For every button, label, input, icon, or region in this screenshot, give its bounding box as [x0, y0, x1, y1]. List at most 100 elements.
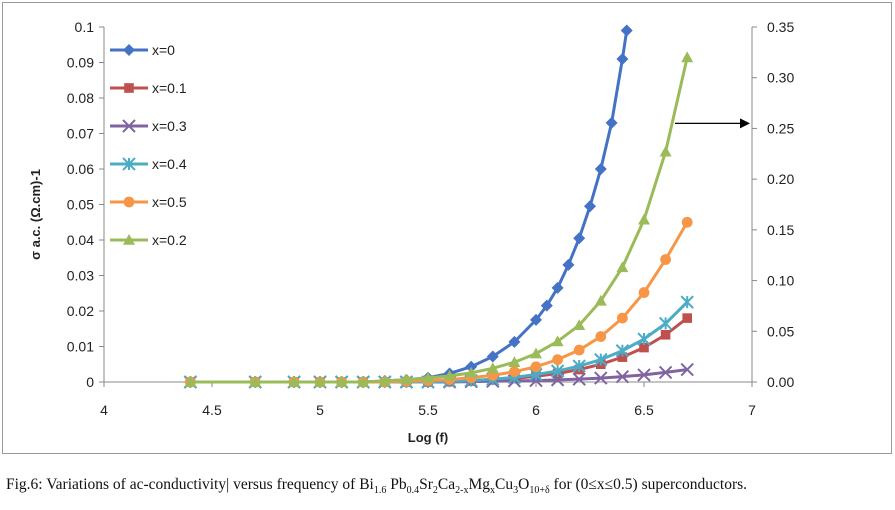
y-axis-title: σ a.c. (Ω.cm)-1	[28, 169, 43, 260]
series-x-0-2	[184, 51, 694, 387]
data-point	[573, 344, 585, 356]
data-point	[680, 362, 694, 377]
legend: x=0 x=0.1 x=0.3 x=0.4 x=0.5 x=0.2	[110, 42, 187, 248]
y-tick-label: 0.02	[67, 303, 94, 319]
y-tick-label: 0.05	[67, 197, 94, 213]
series-x-0-5	[185, 216, 693, 388]
data-point	[123, 44, 135, 56]
data-point	[530, 313, 542, 326]
y2-tick-label: 0.35	[767, 19, 794, 35]
data-point	[681, 51, 694, 63]
data-point	[443, 369, 456, 381]
caption-text: Fig.6: Variations of ac-conductivity| ve…	[6, 476, 374, 493]
data-point	[605, 116, 618, 129]
data-point	[122, 157, 136, 171]
x-tick-label: 5	[316, 402, 324, 418]
data-point	[660, 254, 671, 265]
data-point	[682, 313, 692, 323]
data-point	[124, 83, 134, 93]
y-tick-label: 0.06	[67, 161, 94, 177]
x-tick-label: 4	[100, 402, 108, 418]
data-point	[638, 213, 650, 225]
data-point	[551, 335, 564, 347]
data-point	[681, 216, 693, 228]
y-tick-label: 0.04	[67, 232, 94, 248]
data-point	[615, 369, 630, 384]
caption-text: Mg	[468, 476, 491, 493]
data-point	[508, 335, 521, 348]
y-tick-label: 0.03	[67, 268, 94, 284]
legend-label: x=0.4	[152, 156, 187, 172]
data-point	[594, 294, 607, 306]
data-point	[562, 258, 575, 271]
x-axis-title: Log (f)	[408, 430, 448, 445]
series-line	[190, 221, 689, 384]
x-tick-label: 7	[748, 402, 756, 418]
data-point	[123, 196, 135, 208]
data-point	[509, 366, 520, 378]
data-point	[637, 332, 651, 346]
caption-subscript: 0.4	[406, 485, 420, 497]
data-point	[551, 281, 564, 294]
data-point	[680, 295, 694, 309]
x-tick-label: 6.5	[634, 402, 654, 418]
y-tick-label: 0	[86, 374, 94, 390]
series-x-0	[184, 24, 633, 388]
data-point	[422, 371, 434, 383]
data-point	[594, 352, 608, 367]
data-point	[572, 359, 586, 373]
data-point	[508, 356, 521, 368]
data-point	[584, 200, 596, 213]
data-point	[530, 361, 542, 373]
data-point	[573, 319, 586, 330]
caption-text: Ca	[437, 476, 456, 493]
data-point	[616, 52, 629, 65]
caption-subscript: 2-x	[455, 485, 469, 497]
data-point	[530, 347, 542, 359]
data-point	[638, 287, 650, 298]
legend-label: x=0.5	[152, 194, 187, 210]
data-point	[617, 312, 628, 324]
data-point	[616, 261, 629, 273]
y-tick-label: 0.01	[67, 339, 94, 355]
series-line	[190, 301, 689, 384]
data-point	[486, 350, 499, 363]
data-point	[660, 329, 671, 340]
data-point	[552, 354, 563, 366]
data-point	[486, 362, 499, 374]
data-point	[465, 360, 478, 373]
legend-label: x=0.3	[152, 118, 187, 134]
figure-caption: Fig.6: Variations of ac-conductivity| ve…	[6, 476, 891, 496]
y-tick-label: 0.1	[75, 19, 95, 35]
series-line	[190, 57, 689, 384]
data-point	[465, 366, 478, 378]
data-point	[335, 376, 348, 387]
data-point	[123, 234, 135, 245]
caption-text: O	[518, 476, 530, 493]
data-point	[314, 376, 326, 387]
data-point	[400, 373, 413, 385]
data-point	[594, 371, 608, 385]
x-tick-label: 6	[532, 402, 540, 418]
caption-subscript: 2	[432, 485, 438, 497]
data-point	[184, 376, 197, 387]
legend-label: x=0.2	[152, 232, 187, 248]
data-point	[550, 364, 565, 378]
caption-subscript: 3	[513, 485, 519, 497]
caption-text: for (0≤x≤0.5) superconductors.	[549, 476, 748, 493]
data-point	[639, 342, 649, 353]
caption-subscript: 10+δ	[529, 485, 550, 497]
y2-tick-label: 0.05	[767, 323, 794, 339]
x-tick-label: 4.5	[202, 402, 222, 418]
data-point	[540, 299, 553, 312]
data-point	[573, 232, 586, 245]
data-point	[249, 376, 262, 387]
data-point	[595, 331, 607, 342]
y2-tick-label: 0.15	[767, 222, 794, 238]
chart: 0 0.01 0.02 0.03 0.04 0.05 0.06 0.07 0.08 0.09 0.1…	[28, 19, 794, 445]
data-point	[658, 316, 673, 331]
y2-tick-label: 0.00	[767, 374, 794, 390]
y2-tick-label: 0.20	[767, 171, 794, 187]
data-point	[620, 24, 633, 37]
data-point	[288, 376, 301, 387]
